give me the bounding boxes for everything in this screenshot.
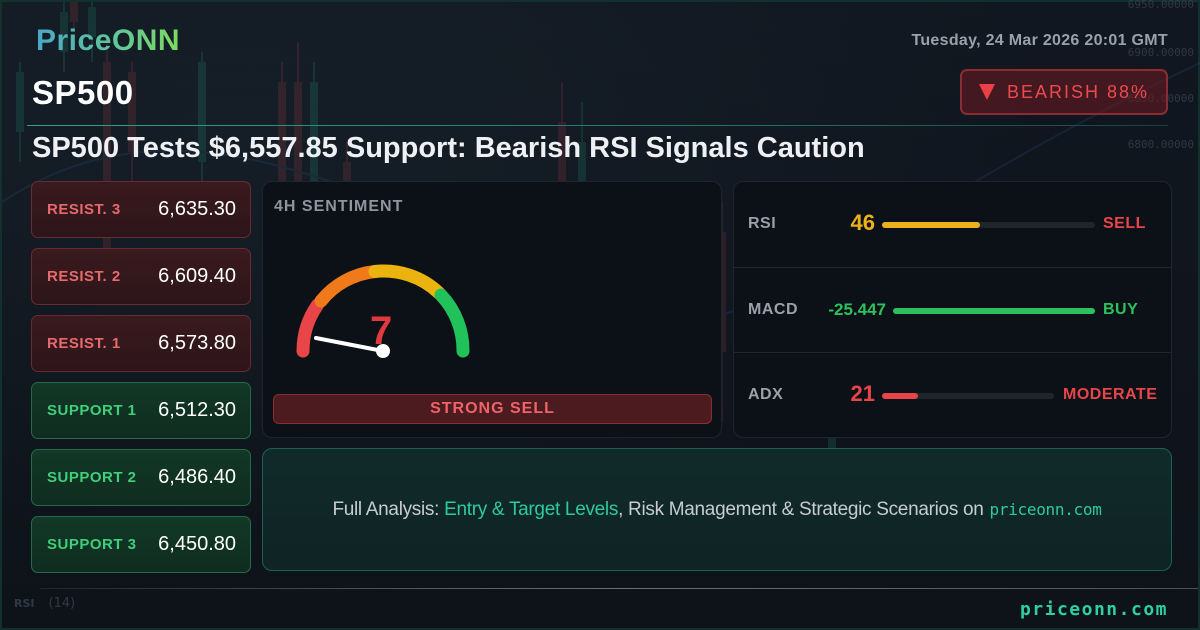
cta-site-link[interactable]: priceonn.com (989, 500, 1102, 519)
indicator-bar-fill (893, 308, 1095, 314)
indicator-bar-fill (882, 222, 980, 228)
sentiment-title: 4H SENTIMENT (274, 198, 404, 215)
indicator-signal: BUY (1103, 301, 1139, 318)
cta-prefix: Full Analysis: (332, 498, 440, 520)
level-label: RESIST. 1 (47, 335, 121, 352)
indicator-bar (882, 222, 1095, 228)
level-value: 6,609.40 (158, 265, 236, 287)
brand-logo: PriceONN (36, 24, 181, 57)
indicator-value: 21 (850, 381, 875, 406)
level-label: SUPPORT 2 (47, 469, 137, 486)
full-analysis-banner[interactable]: Full Analysis: Entry & Target Levels, Ri… (262, 448, 1172, 571)
bg-price-axis-label: 6950.00000 (1127, 0, 1194, 11)
level-label: RESIST. 2 (47, 268, 121, 285)
levels-list: RESIST. 3 6,635.30 RESIST. 2 6,609.40 RE… (31, 181, 251, 583)
bg-price-axis-label: 6800.00000 (1127, 138, 1194, 151)
level-value: 6,450.80 (158, 533, 236, 555)
cta-middle: , Risk Management & Strategic Scenarios … (618, 498, 984, 520)
indicator-bar (893, 308, 1095, 314)
level-label: RESIST. 3 (47, 201, 121, 218)
level-support-1: SUPPORT 1 6,512.30 (31, 382, 251, 439)
sentiment-signal: STRONG SELL (273, 394, 712, 424)
level-resistance-2: RESIST. 2 6,609.40 (31, 248, 251, 305)
level-value: 6,573.80 (158, 332, 236, 354)
indicator-name: MACD (748, 301, 798, 318)
level-value: 6,635.30 (158, 198, 236, 220)
level-resistance-3: RESIST. 3 6,635.30 (31, 181, 251, 238)
indicator-row-macd: MACD -25.447 BUY (734, 267, 1171, 352)
level-value: 6,486.40 (158, 466, 236, 488)
indicators-card: RSI 46 SELL MACD -25.447 BUY ADX 21 MODE… (733, 181, 1172, 438)
indicator-row-rsi: RSI 46 SELL (734, 182, 1171, 267)
bias-badge: BEARISH 88% (960, 69, 1168, 115)
bias-label: BEARISH 88% (1006, 81, 1150, 102)
indicator-bar (882, 393, 1054, 399)
timestamp: Tuesday, 24 Mar 2026 20:01 GMT (911, 32, 1168, 49)
sentiment-gauge (296, 264, 470, 358)
headline: SP500 Tests $6,557.85 Support: Bearish R… (32, 132, 865, 164)
bg-price-axis-label: 6900.00000 (1127, 46, 1194, 59)
level-label: SUPPORT 3 (47, 536, 137, 553)
level-resistance-1: RESIST. 1 6,573.80 (31, 315, 251, 372)
level-label: SUPPORT 1 (47, 402, 137, 419)
indicator-name: RSI (748, 215, 777, 232)
sentiment-score: 7 (370, 309, 393, 353)
level-support-3: SUPPORT 3 6,450.80 (31, 516, 251, 573)
indicator-signal: SELL (1103, 215, 1146, 232)
indicator-row-adx: ADX 21 MODERATE (734, 352, 1171, 437)
indicator-name: ADX (748, 386, 784, 403)
indicator-bar-fill (882, 393, 919, 399)
indicator-signal: MODERATE (1063, 386, 1158, 403)
bg-rsi-label: RSI (14) (14, 596, 76, 611)
indicator-value: -25.447 (828, 300, 886, 319)
sentiment-card: 4H SENTIMENT 7 STRONG SELL (262, 181, 722, 438)
cta-highlight: Entry & Target Levels (444, 498, 619, 520)
ticker-symbol: SP500 (32, 74, 134, 111)
indicator-value: 46 (850, 210, 875, 235)
footer-site-link[interactable]: priceonn.com (1019, 599, 1168, 620)
header-divider (27, 125, 1168, 126)
footer-divider (40, 588, 1198, 589)
triangle-down-icon (978, 84, 995, 100)
level-value: 6,512.30 (158, 399, 236, 421)
level-support-2: SUPPORT 2 6,486.40 (31, 449, 251, 506)
